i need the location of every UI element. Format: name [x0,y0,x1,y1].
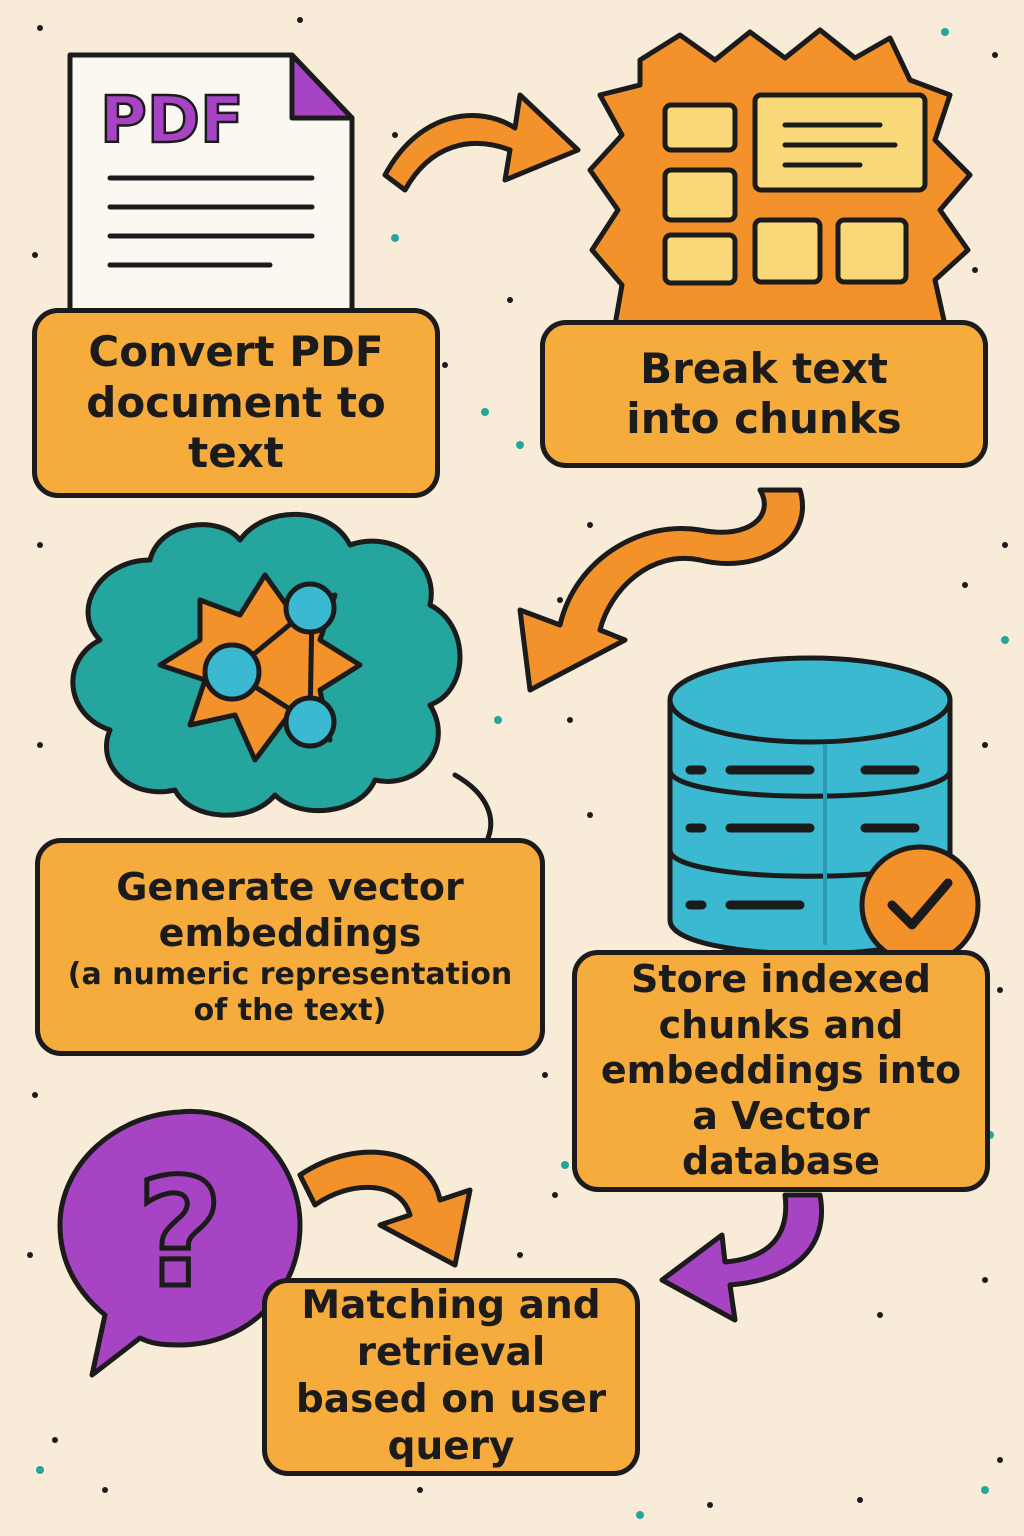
flow-arrow-1 [382,92,581,193]
step-generate-embeddings: Generate vector embeddings (a numeric re… [35,838,545,1056]
flow-arrow-2 [517,487,805,693]
pdf-document-icon [67,52,355,321]
step-store-database-label: Store indexed chunks and embeddings into… [600,957,962,1184]
step-break-chunks-label: Break text into chunks [626,343,902,443]
pdf-icon-label: PDF [100,84,244,158]
background-dots [27,17,1008,1508]
cloud-connector [452,772,494,841]
step-convert-pdf-label: Convert PDF document to text [86,327,386,478]
step-generate-embeddings-sub: (a numeric representation of the text) [67,956,513,1028]
embedding-cloud-icon [70,511,463,818]
step-break-chunks: Break text into chunks [540,320,988,468]
flow-arrow-5 [659,1192,824,1323]
chunks-icon [587,27,973,328]
flow-arrow-4 [297,1149,473,1268]
step-store-database: Store indexed chunks and embeddings into… [572,950,990,1192]
step-convert-pdf: Convert PDF document to text [32,308,440,498]
question-bubble-icon [57,1108,303,1378]
step-generate-embeddings-label: Generate vector embeddings [116,865,464,955]
database-icon [667,655,981,966]
step-matching-retrieval: Matching and retrieval based on user que… [262,1278,640,1476]
step-matching-retrieval-label: Matching and retrieval based on user que… [295,1283,607,1469]
question-mark-glyph: ? [136,1147,223,1321]
